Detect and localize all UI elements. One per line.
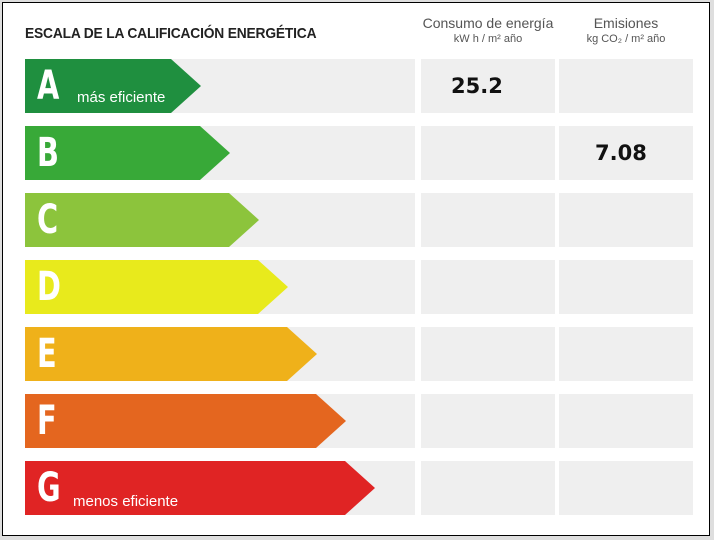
rating-arrow-g [25,461,375,515]
rating-arrow-c [25,193,259,247]
rating-arrow-a [25,59,201,113]
consumo-cell-b [421,126,555,180]
emisiones-cell-c [559,193,693,247]
rating-arrow-e [25,327,317,381]
consumo-cell-e [421,327,555,381]
consumo-cell-d [421,260,555,314]
consumo-header-unit: kW h / m² año [453,33,523,45]
emisiones-cell-g [559,461,693,515]
consumo-cell-a: 25.2 [421,59,555,113]
emisiones-cell-a [559,59,693,113]
consumo-cell-g [421,461,555,515]
rating-letter-b: B [37,130,59,176]
rating-arrow-d [25,260,288,314]
emisiones-cell-f [559,394,693,448]
consumo-cell-f [421,394,555,448]
consumo-header-label: Consumo de energía [422,15,554,31]
emisiones-cell-b: 7.08 [559,126,693,180]
rating-letter-g: G [37,465,61,511]
emisiones-cell-e [559,327,693,381]
column-header-consumo: Consumo de energía kW h / m² año [421,15,555,45]
page-title: ESCALA DE LA CALIFICACIÓN ENERGÉTICA [25,25,317,42]
emisiones-header-unit: kg CO₂ / m² año [586,33,666,45]
consumo-cell-c [421,193,555,247]
rating-letter-c: C [37,197,59,243]
emisiones-header-label: Emisiones [593,15,659,31]
rating-letter-f: F [37,398,57,444]
column-header-emisiones: Emisiones kg CO₂ / m² año [559,15,693,45]
rating-letter-d: D [37,264,61,310]
emisiones-cell-d [559,260,693,314]
rating-letter-a: A [37,63,60,109]
rating-letter-e: E [37,331,57,377]
rating-arrow-b [25,126,230,180]
rating-sublabel-g: menos eficiente [73,493,179,510]
rating-arrow-f [25,394,346,448]
rating-sublabel-a: más eficiente [77,89,166,106]
